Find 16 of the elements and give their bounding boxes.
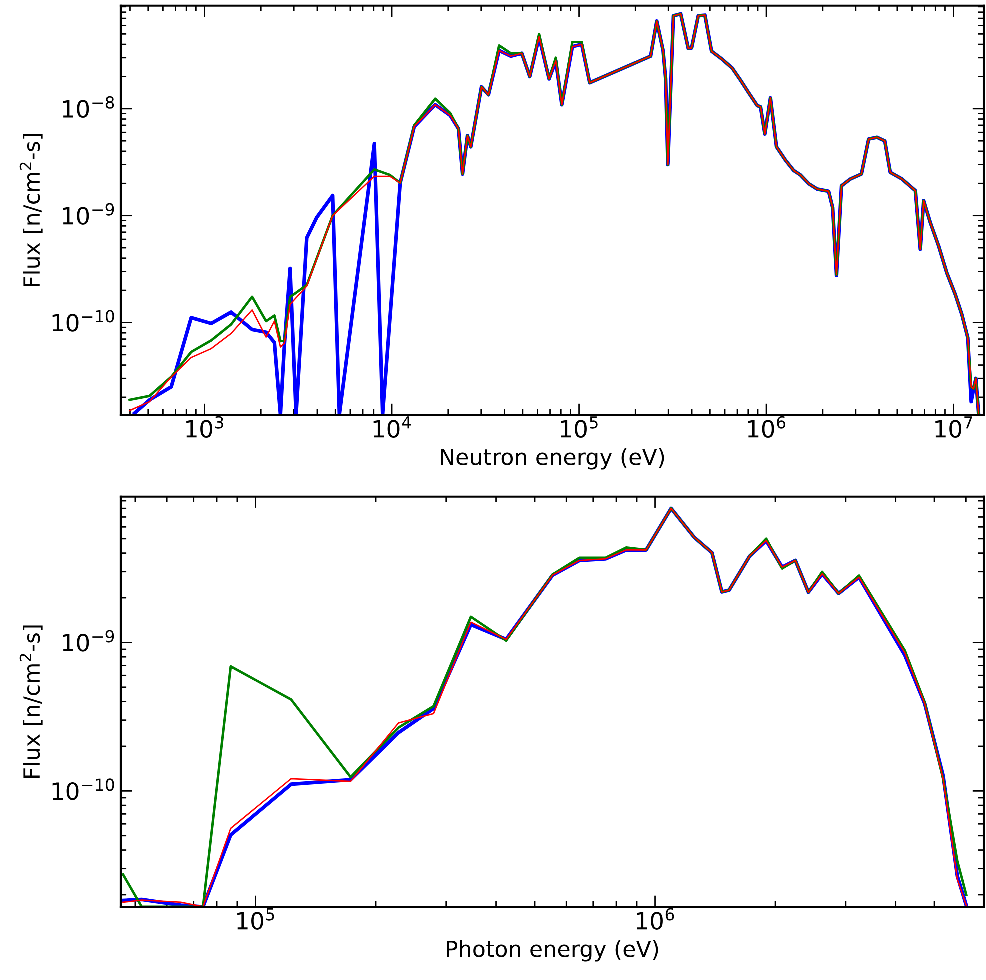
y-tick-label: 10$^{−10}$ [52,310,114,332]
y-axis-title: Flux [n/cm$^{2}$-s] [20,626,43,778]
x-tick-label: 10$^{5}$ [561,416,598,438]
x-tick-label: 10$^{6}$ [637,908,674,930]
x-tick-label: 10$^{6}$ [748,416,786,438]
y-tick-label: 10$^{−9}$ [63,203,114,225]
x-tick-label: 10$^{3}$ [186,416,224,438]
y-tick-label: 10$^{−8}$ [63,96,114,118]
y-tick-label: 10$^{−10}$ [52,778,114,800]
x-axis-title: Photon energy (eV) [447,940,658,962]
x-tick-label: 10$^{4}$ [374,416,412,438]
x-tick-label: 10$^{5}$ [238,908,274,930]
x-axis-title: Neutron energy (eV) [441,448,664,470]
x-tick-label: 10$^{7}$ [936,416,972,438]
y-tick-label: 10$^{−9}$ [63,630,114,652]
y-axis-title: Flux [n/cm$^{2}$-s] [20,134,43,286]
